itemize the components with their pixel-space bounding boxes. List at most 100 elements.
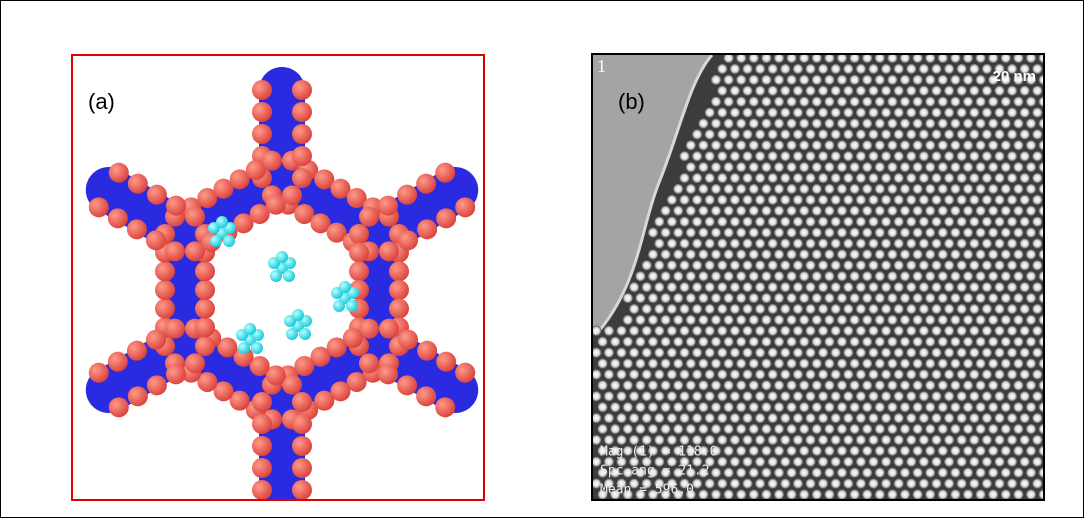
lattice-spot [900,227,910,237]
lattice-spot [1026,184,1036,194]
lattice-spot [1001,424,1011,434]
lattice-spot [742,391,752,401]
lattice-spot [900,249,910,259]
lattice-spot [805,216,815,226]
framework-atom [416,174,436,194]
lattice-spot [1013,380,1023,390]
lattice-spot [837,140,847,150]
lattice-spot [875,337,885,347]
lattice-spot [686,315,696,325]
lattice-spot [1007,304,1017,314]
lattice-spot [950,184,960,194]
lattice-spot [761,162,771,172]
lattice-spot [938,118,948,128]
lattice-spot [856,500,866,510]
lattice-spot [774,467,784,477]
lattice-spot [1032,216,1042,226]
lattice-spot [894,195,904,205]
lattice-spot [881,260,891,270]
lattice-spot [717,107,727,117]
lattice-spot [780,216,790,226]
info-line: Mean = 596.0 [600,483,694,498]
lattice-spot [818,107,828,117]
lattice-spot [749,467,759,477]
framework-atom [127,219,147,239]
lattice-spot [679,238,689,248]
lattice-spot [950,402,960,412]
lattice-spot [824,402,834,412]
lattice-spot [768,238,778,248]
lattice-spot [604,326,614,336]
lattice-spot [988,358,998,368]
lattice-spot [950,380,960,390]
framework-atom [397,185,417,205]
lattice-spot [894,129,904,139]
lattice-spot [831,129,841,139]
lattice-spot [730,282,740,292]
lattice-spot [774,118,784,128]
framework-atom [165,241,185,261]
lattice-spot [975,293,985,303]
lattice-spot [597,358,607,368]
lattice-spot [919,238,929,248]
lattice-spot [957,216,967,226]
lattice-spot [843,326,853,336]
lattice-spot [1013,140,1023,150]
lattice-spot [818,413,828,423]
lattice-spot [597,380,607,390]
lattice-spot [805,457,815,467]
lattice-spot [925,75,935,85]
lattice-spot [1007,413,1017,423]
lattice-spot [944,347,954,357]
lattice-spot [881,347,891,357]
lattice-spot [1045,304,1055,314]
lattice-spot [749,337,759,347]
lattice-spot [887,446,897,456]
lattice-spot [623,337,633,347]
lattice-spot [982,129,992,139]
lattice-spot [824,446,834,456]
lattice-spot [755,173,765,183]
lattice-spot [875,424,885,434]
lattice-spot [711,75,721,85]
lattice-spot [755,391,765,401]
lattice-spot [963,467,973,477]
lattice-spot [950,467,960,477]
lattice-spot [843,435,853,445]
lattice-spot [950,249,960,259]
lattice-spot [673,293,683,303]
lattice-spot [768,195,778,205]
lattice-spot [900,75,910,85]
lattice-spot [906,369,916,379]
lattice-spot [717,173,727,183]
lattice-spot [831,304,841,314]
lattice-spot [761,75,771,85]
lattice-spot [793,369,803,379]
lattice-spot [623,315,633,325]
lattice-spot [1045,173,1055,183]
lattice-spot [730,347,740,357]
lattice-spot [648,315,658,325]
lattice-spot [812,118,822,128]
lattice-spot [705,107,715,117]
lattice-spot [831,391,841,401]
lattice-spot [919,129,929,139]
lattice-spot [1001,315,1011,325]
lattice-spot [793,326,803,336]
lattice-spot [969,86,979,96]
lattice-spot [875,227,885,237]
lattice-spot [730,173,740,183]
lattice-spot [875,162,885,172]
lattice-spot [894,347,904,357]
lattice-spot [994,107,1004,117]
lattice-spot [944,151,954,161]
lattice-spot [768,369,778,379]
lattice-spot [660,380,670,390]
lattice-spot [994,435,1004,445]
lattice-spot [881,151,891,161]
lattice-spot [1013,446,1023,456]
lattice-spot [1026,380,1036,390]
lattice-spot [881,500,891,510]
lattice-spot [1032,195,1042,205]
lattice-spot [875,467,885,477]
